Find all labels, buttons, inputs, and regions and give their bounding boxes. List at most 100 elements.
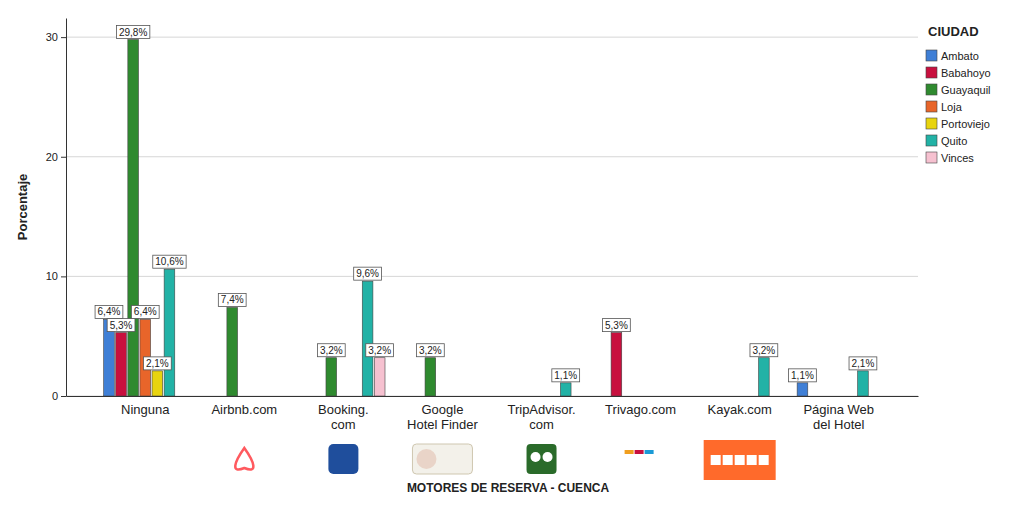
- x-tick: Ninguna: [121, 396, 170, 417]
- logo: [735, 455, 745, 465]
- grid-line: [66, 276, 918, 277]
- data-label-box: [366, 344, 394, 357]
- data-label-text: 5,3%: [605, 320, 628, 331]
- legend-item: Portoviejo: [926, 118, 990, 130]
- legend-item: Quito: [926, 135, 967, 147]
- legend: CIUDAD Ambato Babahoyo Guayaquil Loja Portovi…: [926, 24, 991, 164]
- y-tick-mark: [61, 37, 66, 38]
- x-tick-label: Airbnb.com: [211, 402, 277, 417]
- y-tick: 0: [52, 390, 66, 402]
- data-label-box: [143, 357, 171, 370]
- legend-label: Ambato: [941, 50, 979, 62]
- bar: [227, 307, 238, 396]
- x-tick-label: Página Webdel Hotel: [803, 402, 874, 432]
- legend-title: CIUDAD: [928, 24, 979, 39]
- logo: [328, 444, 358, 474]
- x-tick-label: Booking.com: [318, 402, 369, 432]
- bar: [611, 333, 622, 396]
- logo: [723, 455, 733, 465]
- data-label-text: 9,6%: [356, 268, 379, 279]
- logo: [235, 448, 253, 470]
- y-tick-label: 30: [46, 31, 58, 43]
- data-label-box: [107, 319, 135, 332]
- legend-item: Ambato: [926, 50, 979, 62]
- data-label-box: [416, 344, 444, 357]
- x-tick-label: GoogleHotel Finder: [407, 402, 478, 432]
- legend-label: Loja: [941, 101, 963, 113]
- data-label-box: [218, 293, 246, 306]
- data-labels: 6,4%5,3%29,8%6,4%2,1%10,6%7,4%3,2%9,6%3,…: [95, 26, 877, 382]
- legend-swatch: [926, 67, 937, 78]
- legend-swatch: [926, 101, 937, 112]
- data-label-box: [552, 369, 580, 382]
- logo: [543, 452, 553, 462]
- y-axis-title: Porcentaje: [15, 174, 30, 240]
- x-tick-label: Trivago.com: [605, 402, 676, 417]
- data-label-text: 1,1%: [554, 370, 577, 381]
- bar: [425, 358, 436, 396]
- data-label-text: 7,4%: [221, 294, 244, 305]
- data-label-box: [789, 369, 817, 382]
- bar: [560, 383, 571, 396]
- data-label-text: 6,4%: [134, 306, 157, 317]
- data-label: 7,4%: [218, 293, 246, 306]
- logos: [235, 440, 775, 480]
- legend-label: Vinces: [941, 152, 974, 164]
- y-tick: 10: [46, 270, 66, 282]
- x-tick: Booking.com: [318, 396, 369, 432]
- data-label-box: [131, 305, 159, 318]
- x-axis-line: [67, 396, 919, 397]
- data-label-text: 3,2%: [752, 345, 775, 356]
- bar: [152, 371, 163, 396]
- y-tick-mark: [61, 276, 66, 277]
- data-label-text: 3,2%: [320, 345, 343, 356]
- x-tick-label: Ninguna: [121, 402, 170, 417]
- y-tick: 20: [46, 151, 66, 163]
- data-label-text: 5,3%: [110, 320, 133, 331]
- bar: [116, 333, 127, 396]
- logo: [416, 449, 436, 469]
- logo: [625, 450, 634, 454]
- data-label: 5,3%: [107, 319, 135, 332]
- legend-label: Guayaquil: [941, 84, 991, 96]
- data-label-box: [153, 255, 186, 268]
- x-tick: TripAdvisor.com: [507, 396, 575, 432]
- data-label: 6,4%: [131, 305, 159, 318]
- logo: [635, 450, 644, 454]
- data-label-box: [750, 344, 778, 357]
- logo: [759, 455, 769, 465]
- x-tick: Airbnb.com: [211, 396, 277, 417]
- bar: [858, 371, 869, 396]
- data-label-box: [603, 319, 631, 332]
- data-label-box: [354, 267, 382, 280]
- legend-item: Babahoyo: [926, 67, 991, 79]
- legend-swatch: [926, 84, 937, 95]
- x-tick-label: Kayak.com: [708, 402, 772, 417]
- x-tick: Trivago.com: [605, 396, 676, 417]
- logo: [531, 452, 541, 462]
- data-label-text: 3,2%: [419, 345, 442, 356]
- x-axis-title: MOTORES DE RESERVA - CUENCA: [407, 481, 610, 495]
- data-label: 3,2%: [317, 344, 345, 357]
- legend-label: Babahoyo: [941, 67, 991, 79]
- logo: [527, 444, 557, 474]
- bar: [128, 40, 139, 396]
- data-label: 9,6%: [354, 267, 382, 280]
- bars: [104, 40, 869, 396]
- x-tick: Página Webdel Hotel: [803, 396, 874, 432]
- data-label: 3,2%: [416, 344, 444, 357]
- x-axis: Ninguna Airbnb.com Booking.com GoogleHotel …: [67, 396, 919, 432]
- bar: [374, 358, 385, 396]
- y-axis-line: [66, 19, 67, 397]
- legend-swatch: [926, 152, 937, 163]
- data-label-box: [116, 26, 149, 39]
- legend-swatch: [926, 135, 937, 146]
- data-label-text: 1,1%: [791, 370, 814, 381]
- legend-item: Guayaquil: [926, 84, 991, 96]
- grid: [66, 37, 918, 396]
- y-tick-label: 0: [52, 390, 58, 402]
- bar: [326, 358, 337, 396]
- legend-swatch: [926, 50, 937, 61]
- data-label: 2,1%: [143, 357, 171, 370]
- logo: [747, 455, 757, 465]
